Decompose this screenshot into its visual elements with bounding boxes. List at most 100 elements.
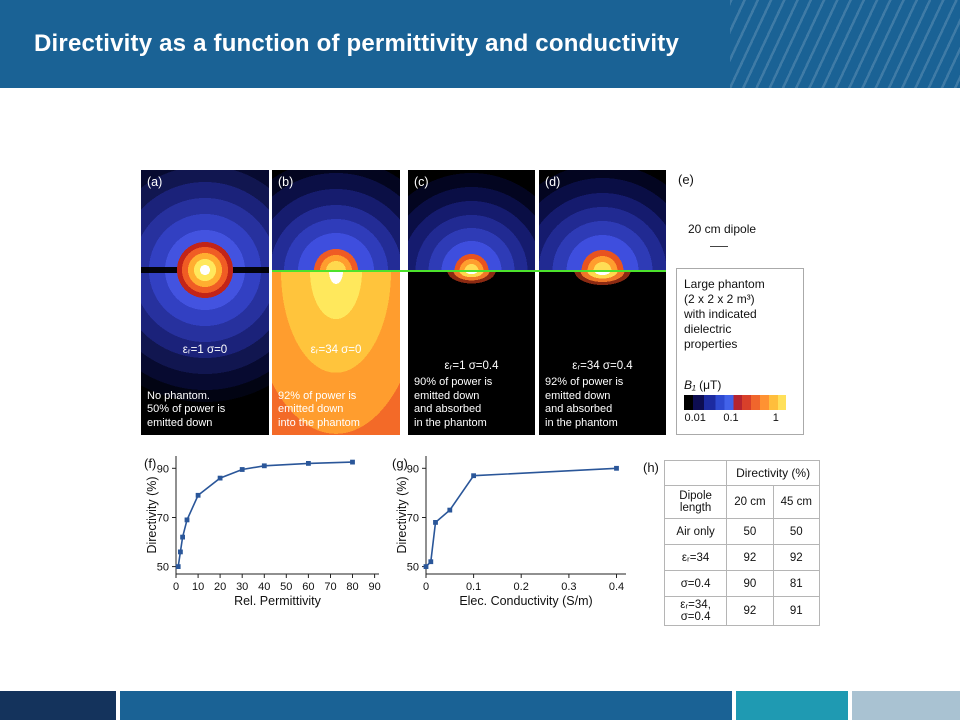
panel-f-tag: (f) <box>144 456 157 471</box>
svg-text:0.2: 0.2 <box>514 581 529 593</box>
svg-text:70: 70 <box>157 513 169 525</box>
table-row: σ=0.4 90 81 <box>663 570 821 597</box>
panel-c-caption: 90% of power is emitted down and absorbe… <box>414 376 493 429</box>
svg-text:70: 70 <box>324 581 336 593</box>
svg-text:0: 0 <box>173 581 179 593</box>
svg-text:50: 50 <box>407 562 419 574</box>
phantom-surface-line <box>272 269 666 272</box>
field-map-a-image <box>141 170 269 435</box>
b1-colorbar <box>684 395 796 410</box>
chart-directivity-vs-conductivity: 0 0.1 0.2 0.3 0.4 50 70 90 Elec. Conductivity (S… <box>395 456 626 608</box>
svg-text:90: 90 <box>368 581 380 593</box>
svg-text:20: 20 <box>214 581 226 593</box>
svg-text:40: 40 <box>258 581 270 593</box>
footer-segment-light <box>852 691 960 720</box>
svg-text:0.4: 0.4 <box>609 581 624 593</box>
svg-text:70: 70 <box>407 513 419 525</box>
legend-panel-e: (e) 20 cm dipole Large phantom (2 x 2 x … <box>676 170 804 610</box>
panel-a-parameters: εᵣ=1 σ=0 <box>182 344 228 356</box>
cell-value: 92 <box>726 596 774 626</box>
svg-text:0.1: 0.1 <box>466 581 481 593</box>
row-label: εᵣ=34 <box>663 544 728 571</box>
table-row-header: Dipole length <box>663 485 728 519</box>
panel-d-parameters: εᵣ=34 σ=0.4 <box>572 360 633 372</box>
field-map-b-lower <box>272 271 400 435</box>
svg-text:90: 90 <box>407 463 419 475</box>
panel-b-parameters: εᵣ=34 σ=0 <box>310 344 362 356</box>
svg-text:60: 60 <box>302 581 314 593</box>
svg-text:80: 80 <box>346 581 358 593</box>
field-map-d-upper <box>539 170 666 271</box>
table-title: Directivity (%) <box>726 460 820 486</box>
cell-value: 92 <box>726 544 774 571</box>
panel-h-tag: (h) <box>643 460 659 475</box>
colorbar-group: B₁ (μT) 0.01 0.1 1 <box>684 378 796 426</box>
panel-e-tag: (e) <box>678 172 694 187</box>
svg-text:50: 50 <box>280 581 292 593</box>
table-row: εᵣ=34 92 92 <box>663 544 821 571</box>
dipole-pointer-line <box>710 246 728 247</box>
field-map-panel-b: (b) εᵣ=34 σ=0 92% of power is emitted do… <box>272 170 400 435</box>
field-map-panel-a: (a) εᵣ=1 σ=0 No phantom. 50% of power is… <box>141 170 269 435</box>
cell-value: 90 <box>726 570 774 597</box>
footer-bar <box>0 691 960 720</box>
chart-directivity-vs-permittivity: 0 10 20 30 40 50 60 70 80 90 50 70 90 Rel. Permittivi… <box>145 456 381 608</box>
field-map-b-upper <box>272 170 400 271</box>
panel-d-caption: 92% of power is emitted down and absorbe… <box>545 376 624 429</box>
footer-segment-blue <box>120 691 732 720</box>
header-stripes-decoration <box>730 0 960 88</box>
cell-value: 91 <box>772 596 821 626</box>
field-map-panel-d: (d) εᵣ=34 σ=0.4 92% of power is emitted … <box>539 170 666 435</box>
field-map-c-lower <box>408 271 535 435</box>
b1-unit: (μT) <box>699 378 722 392</box>
cell-value: 50 <box>772 518 821 545</box>
field-map-panel-c: (c) εᵣ=1 σ=0.4 90% of power is emitted d… <box>408 170 535 435</box>
panel-b-caption: 92% of power is emitted down into the ph… <box>278 389 360 429</box>
panel-g-tag: (g) <box>392 456 408 471</box>
phantom-description-text: Large phantom (2 x 2 x 2 m³) with indica… <box>684 277 765 351</box>
panel-c-tag: (c) <box>414 175 429 189</box>
panel-c-parameters: εᵣ=1 σ=0.4 <box>444 360 499 372</box>
row-label: σ=0.4 <box>663 570 728 597</box>
page-title: Directivity as a function of permittivit… <box>34 30 680 57</box>
svg-text:0: 0 <box>423 581 429 593</box>
colorbar-label: B₁ (μT) <box>684 378 796 392</box>
field-map-c-upper <box>408 170 535 271</box>
svg-text:30: 30 <box>236 581 248 593</box>
cell-value: 92 <box>772 544 821 571</box>
field-map-d-lower <box>539 271 666 435</box>
svg-text:Directivity (%): Directivity (%) <box>145 476 159 553</box>
cell-value: 50 <box>726 518 774 545</box>
table-blank-cell <box>663 460 728 486</box>
svg-text:50: 50 <box>157 562 169 574</box>
header-bar: Directivity as a function of permittivit… <box>0 0 960 88</box>
row-label: Air only <box>663 518 728 545</box>
dipole-length-label: 20 cm dipole <box>688 222 757 236</box>
table-row: εᵣ=34, σ=0.4 92 91 <box>663 596 821 626</box>
svg-text:10: 10 <box>192 581 204 593</box>
footer-segment-teal <box>736 691 848 720</box>
panel-b-tag: (b) <box>278 175 294 189</box>
row-label: εᵣ=34, σ=0.4 <box>663 596 728 626</box>
panel-a-tag: (a) <box>147 175 163 189</box>
svg-text:Directivity (%): Directivity (%) <box>395 476 409 553</box>
table-col-45cm: 45 cm <box>772 485 821 519</box>
directivity-table: Directivity (%) Dipole length 20 cm 45 c… <box>663 460 821 626</box>
table-col-20cm: 20 cm <box>726 485 774 519</box>
colorbar-tick-0.01: 0.01 <box>684 412 706 424</box>
footer-segment-navy <box>0 691 116 720</box>
colorbar-tick-1: 1 <box>772 412 779 424</box>
panel-a-caption: No phantom. 50% of power is emitted down <box>147 389 226 429</box>
scientific-figure: (a) εᵣ=1 σ=0 No phantom. 50% of power is… <box>140 168 821 638</box>
svg-text:Rel. Permittivity: Rel. Permittivity <box>234 594 322 608</box>
svg-text:90: 90 <box>157 463 169 475</box>
phantom-description-box: Large phantom (2 x 2 x 2 m³) with indica… <box>676 268 804 435</box>
svg-text:0.3: 0.3 <box>561 581 576 593</box>
colorbar-ticks: 0.01 0.1 1 <box>684 412 796 426</box>
b1-symbol: B₁ <box>684 378 696 392</box>
panel-d-tag: (d) <box>545 175 561 189</box>
table-row: Air only 50 50 <box>663 518 821 545</box>
svg-text:Elec. Conductivity (S/m): Elec. Conductivity (S/m) <box>459 594 592 608</box>
cell-value: 81 <box>772 570 821 597</box>
